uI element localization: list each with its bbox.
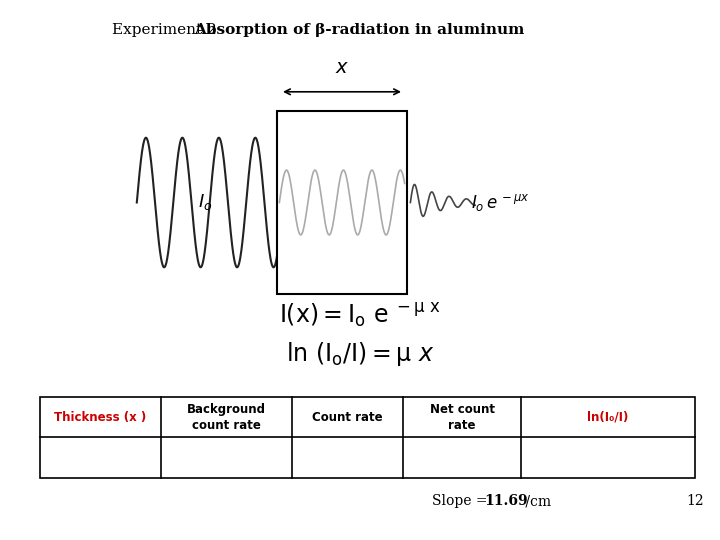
Text: $I_o\,e^{\,-\mu x}$: $I_o\,e^{\,-\mu x}$: [471, 192, 530, 213]
Text: 12: 12: [686, 494, 703, 508]
Text: /cm: /cm: [521, 494, 552, 508]
Text: Thickness (x ): Thickness (x ): [54, 410, 146, 424]
Text: $I_o$: $I_o$: [198, 192, 212, 213]
Text: Count rate: Count rate: [312, 410, 383, 424]
Text: $\mathrm{I(x) = I_o\ e^{\ -\mu\ x}}$: $\mathrm{I(x) = I_o\ e^{\ -\mu\ x}}$: [279, 302, 441, 330]
Text: ln(I₀/I): ln(I₀/I): [588, 410, 629, 424]
Text: Slope =: Slope =: [432, 494, 492, 508]
Text: Net count
rate: Net count rate: [430, 403, 495, 431]
Text: Experiment 2: Experiment 2: [112, 23, 226, 37]
Text: Background
count rate: Background count rate: [186, 403, 266, 431]
Text: Absorption of β-radiation in aluminum: Absorption of β-radiation in aluminum: [194, 23, 525, 37]
Text: 11.69: 11.69: [484, 494, 528, 508]
Bar: [40, 397, 695, 478]
Bar: [277, 111, 407, 294]
Text: $x$: $x$: [335, 59, 349, 77]
Text: $\mathrm{ln\ (I_o/I) = \mu\ \mathit{x}}$: $\mathrm{ln\ (I_o/I) = \mu\ \mathit{x}}$: [286, 340, 434, 368]
